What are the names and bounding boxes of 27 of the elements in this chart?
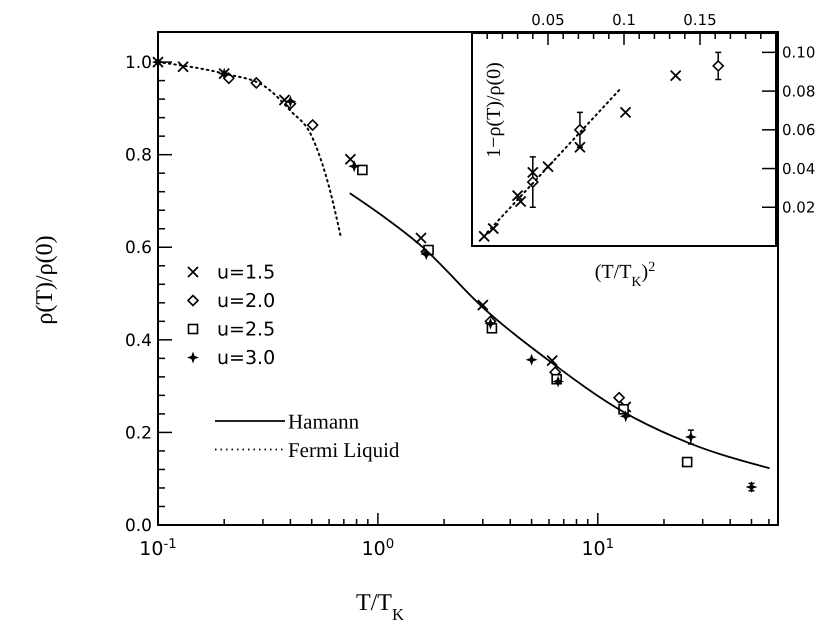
x-axis-title: T/T$_{K}$ — [356, 590, 404, 624]
y-tick-label: 0.8 — [124, 146, 152, 166]
legend-label: Hamann — [288, 409, 360, 434]
x-axis-title: (T/T$_{K}$)$^{2}$ — [594, 260, 656, 290]
y-tick-label: 0.0 — [124, 516, 152, 536]
x-tick-label: 10$^{0}$ — [362, 536, 394, 560]
y-tick-label: 0.6 — [124, 238, 152, 258]
x-tick-label: 0.05 — [531, 11, 565, 29]
y-tick-label: 0.04 — [782, 160, 816, 178]
x-tick-label: 10$^{1}$ — [581, 536, 614, 560]
y-axis-title: ρ(T)/ρ(0) — [32, 235, 58, 325]
y-tick-label: 0.08 — [782, 82, 816, 100]
legend-label: u=2.5 — [217, 318, 276, 341]
legend-label: u=3.0 — [217, 347, 276, 370]
y-tick-label: 0.4 — [124, 330, 152, 351]
legend-label: u=2.0 — [217, 290, 276, 312]
y-axis-title: 1−ρ(T)/ρ(0) — [483, 62, 505, 158]
x-tick-label: 0.1 — [612, 11, 636, 29]
y-tick-label: 0.2 — [124, 423, 152, 444]
y-tick-label: 0.02 — [782, 198, 816, 217]
y-tick-label: 1.0 — [124, 53, 152, 74]
x-tick-label: 10$^{-1}$ — [139, 536, 177, 560]
y-tick-label: 0.10 — [782, 44, 816, 62]
legend-label: Fermi Liquid — [288, 438, 400, 462]
y-tick-label: 0.06 — [782, 121, 816, 140]
x-tick-label: 0.15 — [683, 11, 717, 29]
legend-label: u=1.5 — [217, 262, 276, 284]
